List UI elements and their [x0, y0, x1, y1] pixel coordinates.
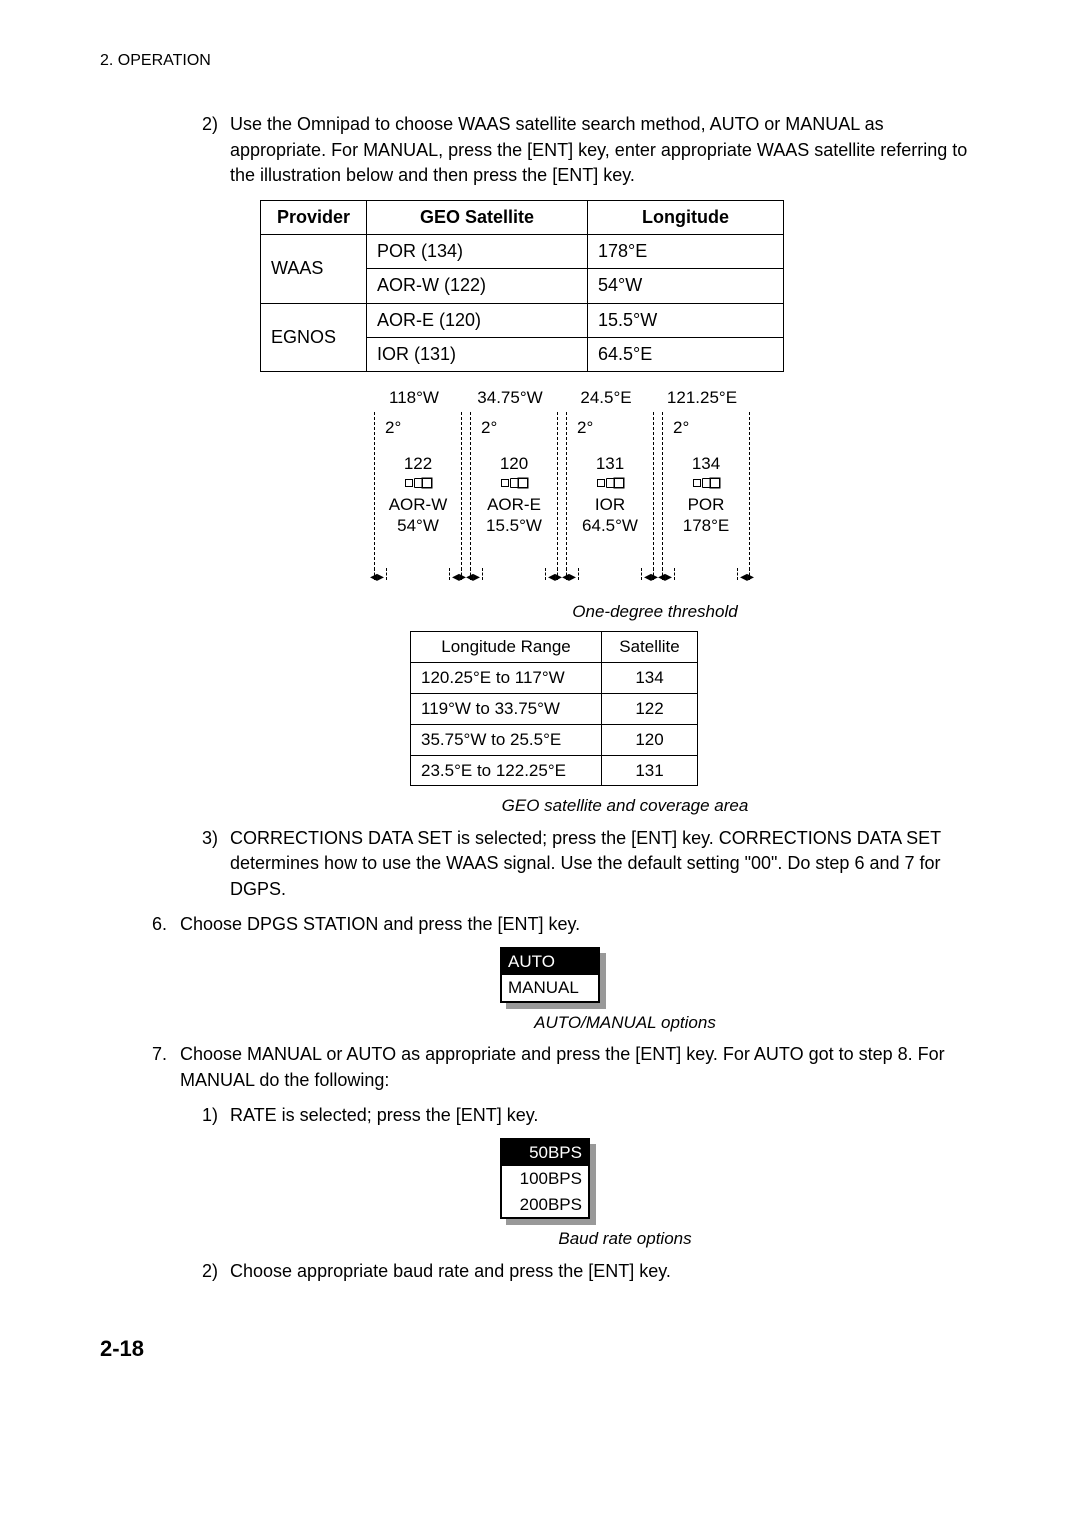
sat-coverage-cell: 34.75°W 2° 120 AOR-E15.5°W ◂▸◂▸: [466, 386, 562, 586]
th-geo: GEO Satellite: [367, 200, 588, 234]
step-number: 2): [202, 1259, 230, 1284]
step-body: RATE is selected; press the [ENT] key.: [230, 1103, 972, 1128]
baud-rate-box: 50BPS 100BPS 200BPS: [500, 1138, 590, 1219]
cell-provider: EGNOS: [261, 303, 367, 371]
option-manual: MANUAL: [502, 975, 598, 1001]
step-number: 7.: [152, 1042, 180, 1067]
th-range: Longitude Range: [411, 632, 602, 663]
cell-lon: 15.5°W: [588, 303, 784, 337]
auto-manual-box: AUTO MANUAL: [500, 947, 600, 1003]
option-50bps: 50BPS: [502, 1140, 588, 1166]
cell-range: 119°W to 33.75°W: [411, 694, 602, 725]
sat-coverage-cell: 118°W 2° 122 AOR-W54°W ◂▸◂▸: [370, 386, 466, 586]
sat-top-label: 118°W: [370, 386, 458, 410]
sat-top-label: 121.25°E: [658, 386, 746, 410]
sat-bottom-lon: 178°E: [663, 516, 749, 536]
diagram-caption: One-degree threshold: [310, 600, 1000, 624]
sat-2deg-label: 2°: [577, 416, 593, 440]
cell-sat: 120: [602, 724, 698, 755]
option-auto: AUTO: [502, 949, 598, 975]
sat-bottom-lon: 54°W: [375, 516, 461, 536]
step-body: Use the Omnipad to choose WAAS satellite…: [230, 112, 972, 188]
step-number: 2): [202, 112, 230, 137]
step-body: Choose appropriate baud rate and press t…: [230, 1259, 972, 1284]
box2-caption: Baud rate options: [250, 1227, 1000, 1251]
satellite-icon: [407, 476, 429, 488]
sat-name: IOR: [567, 495, 653, 515]
page-number: 2-18: [100, 1334, 1000, 1365]
sat-2deg-label: 2°: [673, 416, 689, 440]
cell-range: 23.5°E to 122.25°E: [411, 755, 602, 786]
sat-range-arrows: ◂▸◂▸: [470, 568, 558, 586]
sat-bottom-lon: 15.5°W: [471, 516, 557, 536]
cell-lon: 178°E: [588, 235, 784, 269]
cell-sat: POR (134): [367, 235, 588, 269]
step-body: Choose MANUAL or AUTO as appropriate and…: [180, 1042, 972, 1092]
step-body: CORRECTIONS DATA SET is selected; press …: [230, 826, 972, 902]
sat-bottom-lon: 64.5°W: [567, 516, 653, 536]
sat-coverage-cell: 24.5°E 2° 131 IOR64.5°W ◂▸◂▸: [562, 386, 658, 586]
sat-coverage-cell: 121.25°E 2° 134 POR178°E ◂▸◂▸: [658, 386, 754, 586]
cell-sat: 131: [602, 755, 698, 786]
cell-lon: 54°W: [588, 269, 784, 303]
sat-number: 120: [471, 454, 557, 474]
sat-range-arrows: ◂▸◂▸: [662, 568, 750, 586]
section-header: 2. OPERATION: [100, 50, 1000, 72]
step-2: 2)Use the Omnipad to choose WAAS satelli…: [230, 112, 1000, 188]
th-sat: Satellite: [602, 632, 698, 663]
sat-top-label: 24.5°E: [562, 386, 650, 410]
th-provider: Provider: [261, 200, 367, 234]
satellite-diagram: 118°W 2° 122 AOR-W54°W ◂▸◂▸ 34.75°W 2° 120 AOR-E…: [370, 386, 1000, 586]
sat-2deg-label: 2°: [481, 416, 497, 440]
sat-number: 122: [375, 454, 461, 474]
sat-number: 134: [663, 454, 749, 474]
longitude-range-table: Longitude Range Satellite 120.25°E to 11…: [410, 631, 698, 786]
cell-sat: 122: [602, 694, 698, 725]
provider-table: Provider GEO Satellite Longitude WAAS PO…: [260, 200, 784, 372]
option-100bps: 100BPS: [502, 1166, 588, 1192]
satellite-icon: [599, 476, 621, 488]
satellite-icon: [503, 476, 525, 488]
box1-caption: AUTO/MANUAL options: [250, 1011, 1000, 1035]
cell-lon: 64.5°E: [588, 337, 784, 371]
sat-name: AOR-E: [471, 495, 557, 515]
sat-top-label: 34.75°W: [466, 386, 554, 410]
table2-caption: GEO satellite and coverage area: [250, 794, 1000, 818]
step-3: 3)CORRECTIONS DATA SET is selected; pres…: [230, 826, 1000, 902]
step-7-1: 1)RATE is selected; press the [ENT] key.: [230, 1103, 1000, 1128]
th-lon: Longitude: [588, 200, 784, 234]
step-7-2: 2)Choose appropriate baud rate and press…: [230, 1259, 1000, 1284]
cell-range: 120.25°E to 117°W: [411, 663, 602, 694]
step-number: 6.: [152, 912, 180, 937]
step-6: 6.Choose DPGS STATION and press the [ENT…: [180, 912, 1000, 937]
cell-sat: AOR-E (120): [367, 303, 588, 337]
sat-range-arrows: ◂▸◂▸: [566, 568, 654, 586]
step-number: 1): [202, 1103, 230, 1128]
sat-number: 131: [567, 454, 653, 474]
step-body: Choose DPGS STATION and press the [ENT] …: [180, 912, 972, 937]
cell-provider: WAAS: [261, 235, 367, 303]
sat-range-arrows: ◂▸◂▸: [374, 568, 462, 586]
sat-2deg-label: 2°: [385, 416, 401, 440]
cell-sat: IOR (131): [367, 337, 588, 371]
cell-sat: 134: [602, 663, 698, 694]
satellite-icon: [695, 476, 717, 488]
cell-sat: AOR-W (122): [367, 269, 588, 303]
sat-name: AOR-W: [375, 495, 461, 515]
step-number: 3): [202, 826, 230, 851]
option-200bps: 200BPS: [502, 1192, 588, 1218]
sat-name: POR: [663, 495, 749, 515]
cell-range: 35.75°W to 25.5°E: [411, 724, 602, 755]
step-7: 7.Choose MANUAL or AUTO as appropriate a…: [180, 1042, 1000, 1092]
